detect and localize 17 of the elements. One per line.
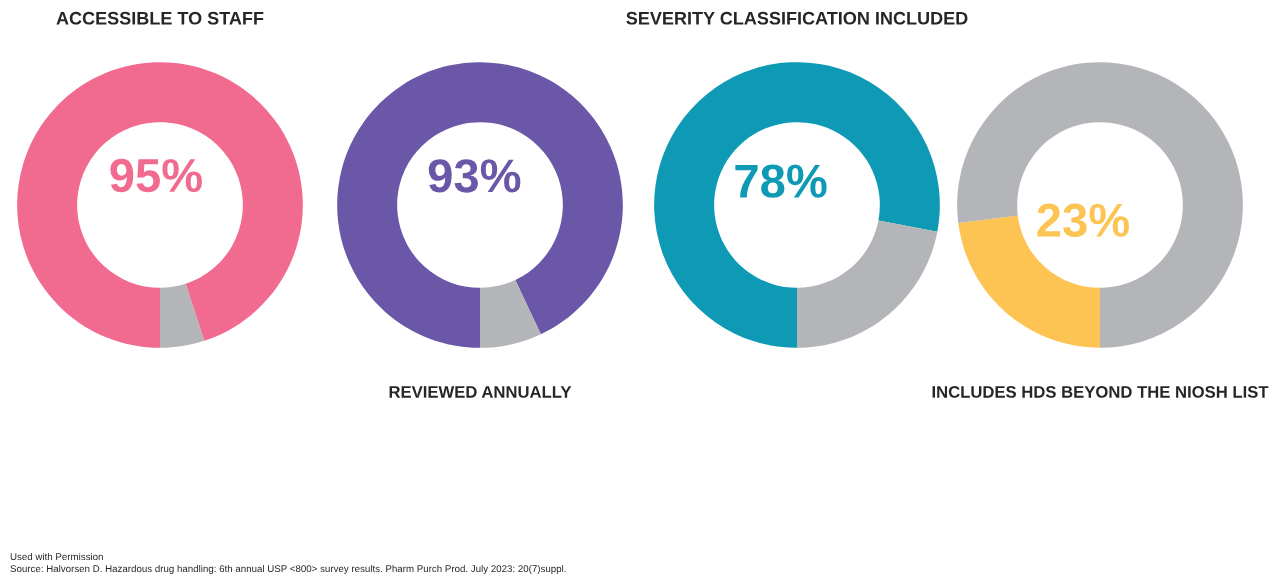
donut-slice bbox=[797, 220, 938, 348]
data-label: 23% bbox=[1037, 203, 1130, 238]
donut-slice bbox=[337, 62, 623, 348]
donut-slice bbox=[17, 62, 303, 348]
chart-title: ACCESSIBLE TO STAFF bbox=[56, 11, 264, 25]
source-note: Source: Halvorsen D. Hazardous drug handling: 6th annual USP <800> survey results. Pharm Purch Prod. July 2023: 20(7)suppl. bbox=[10, 564, 566, 574]
chart-title: SEVERITY CLASSIFICATION INCLUDED bbox=[626, 11, 968, 25]
data-label: 78% bbox=[735, 164, 827, 198]
data-label: 93% bbox=[428, 159, 521, 193]
donut-slice bbox=[480, 279, 541, 348]
donut-slice bbox=[957, 62, 1243, 348]
donut-slice bbox=[654, 62, 940, 348]
donut-slice bbox=[160, 283, 205, 348]
text: REVIEWED ANNUALLY bbox=[389, 386, 572, 398]
text: Used with Permission bbox=[10, 552, 103, 561]
text: INCLUDES HDS BEYOND THE NIOSH LIST bbox=[932, 386, 1269, 398]
data-label: 95% bbox=[110, 158, 202, 193]
